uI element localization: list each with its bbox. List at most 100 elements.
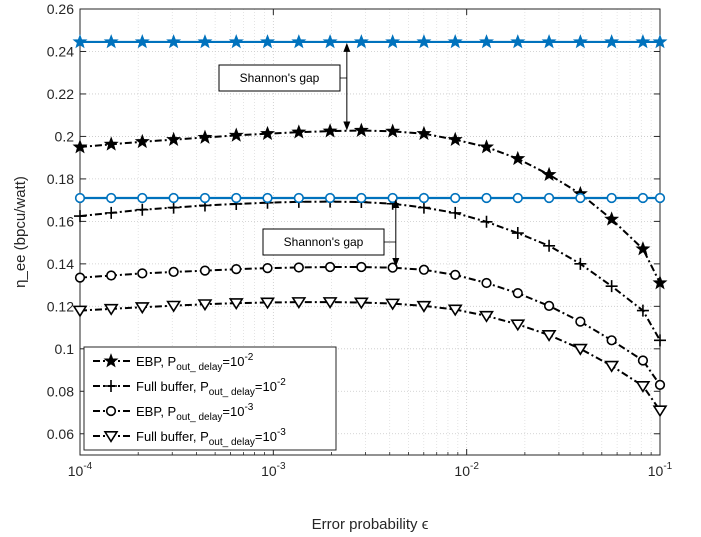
circle-marker bbox=[74, 192, 86, 204]
triangle-marker bbox=[385, 298, 401, 311]
y-tick-label: 0.26 bbox=[47, 1, 74, 17]
y-tick-label: 0.12 bbox=[47, 298, 74, 314]
circle-marker bbox=[450, 192, 461, 204]
triangle-marker bbox=[510, 319, 526, 332]
star-marker bbox=[541, 34, 557, 49]
triangle-marker bbox=[652, 405, 668, 418]
star-marker bbox=[103, 136, 119, 151]
y-tick-label: 0.1 bbox=[55, 341, 75, 357]
triangle-marker bbox=[604, 360, 620, 373]
circle-marker bbox=[231, 192, 242, 204]
circle-marker bbox=[481, 277, 492, 289]
y-tick-label: 0.14 bbox=[47, 256, 74, 272]
legend-item: EBP, Pout_ delay=10-2 bbox=[93, 352, 254, 373]
star-marker bbox=[652, 275, 668, 290]
star-marker bbox=[635, 241, 651, 256]
star-marker bbox=[134, 133, 150, 149]
star-marker bbox=[291, 124, 307, 139]
legend-label: Full buffer, Pout_ delay=10-3 bbox=[136, 427, 286, 448]
plus-marker bbox=[543, 239, 556, 252]
x-tick-base: 10 bbox=[68, 463, 84, 479]
circle-marker bbox=[575, 192, 586, 204]
plus-marker bbox=[105, 206, 118, 219]
series-line bbox=[79, 200, 661, 341]
circle-marker bbox=[324, 192, 336, 204]
series-4 bbox=[72, 297, 668, 418]
y-tick-label: 0.2 bbox=[55, 128, 75, 144]
triangle-marker bbox=[447, 304, 463, 317]
plus-marker bbox=[417, 201, 430, 214]
x-axis-label: Error probability ϵ bbox=[312, 516, 429, 533]
plus-marker bbox=[511, 227, 524, 240]
circle-marker bbox=[543, 192, 555, 204]
legend-label-superscript: -3 bbox=[277, 427, 286, 438]
x-tick-label: 10-2 bbox=[454, 461, 479, 479]
legend-label-main: EBP, P bbox=[136, 404, 176, 419]
triangle-marker bbox=[228, 298, 244, 311]
circle-marker bbox=[74, 272, 86, 283]
star-marker bbox=[510, 34, 526, 49]
plus-marker bbox=[136, 203, 149, 216]
star-marker bbox=[134, 34, 150, 49]
star-marker bbox=[385, 123, 401, 138]
star-marker bbox=[541, 166, 557, 182]
plus-marker bbox=[605, 280, 618, 293]
series-layer bbox=[72, 34, 668, 418]
x-tick-label: 10-1 bbox=[648, 461, 673, 479]
x-tick-label: 10-3 bbox=[261, 461, 286, 479]
annotation-2: Shannon's gap bbox=[262, 199, 400, 268]
annotation-box bbox=[262, 228, 385, 256]
star-marker bbox=[353, 122, 369, 137]
legend-label-equals: =10 bbox=[255, 429, 277, 444]
star-marker bbox=[166, 131, 182, 146]
triangle-marker bbox=[134, 302, 150, 315]
annotation-arrow-head bbox=[343, 121, 351, 131]
star-marker bbox=[447, 34, 463, 49]
circle-marker bbox=[637, 192, 649, 204]
plus-marker bbox=[105, 380, 117, 392]
legend-label-superscript: -3 bbox=[244, 402, 253, 413]
circle-marker bbox=[356, 192, 367, 204]
star-marker bbox=[447, 131, 463, 146]
triangle-marker bbox=[197, 299, 213, 312]
star-marker bbox=[260, 125, 275, 141]
star-marker bbox=[604, 211, 620, 226]
legend-label: EBP, Pout_ delay=10-2 bbox=[136, 352, 254, 373]
star-marker bbox=[479, 139, 494, 154]
series-3 bbox=[74, 261, 666, 391]
x-tick-base: 10 bbox=[648, 463, 664, 479]
plus-marker bbox=[654, 334, 666, 347]
triangle-marker bbox=[635, 380, 651, 393]
annotation-arrow-head bbox=[392, 258, 400, 268]
star-marker bbox=[103, 353, 119, 368]
star-marker bbox=[72, 34, 88, 49]
plus-marker bbox=[449, 206, 462, 219]
legend-label-equals: =10 bbox=[255, 379, 277, 394]
circle-marker bbox=[293, 262, 304, 273]
star-marker bbox=[322, 34, 338, 49]
circle-marker bbox=[137, 192, 148, 204]
plus-marker bbox=[480, 215, 493, 228]
y-tick-label: 0.16 bbox=[47, 213, 74, 229]
star-marker bbox=[228, 127, 244, 142]
circle-marker bbox=[324, 261, 336, 273]
legend-label-subscript: out_ delay bbox=[209, 437, 255, 448]
circle-marker bbox=[106, 270, 117, 281]
circle-marker bbox=[606, 192, 617, 204]
circle-marker bbox=[575, 316, 586, 327]
star-marker bbox=[479, 34, 494, 49]
y-tick-label: 0.06 bbox=[47, 426, 74, 442]
y-tick-label: 0.24 bbox=[47, 43, 74, 59]
triangle-marker bbox=[322, 297, 338, 309]
x-tick-exponent: -3 bbox=[277, 461, 286, 472]
star-marker bbox=[604, 34, 620, 49]
legend-item: Full buffer, Pout_ delay=10-2 bbox=[93, 377, 286, 398]
x-tick-exponent: -4 bbox=[83, 461, 92, 472]
circle-marker bbox=[356, 261, 367, 273]
triangle-marker bbox=[291, 297, 307, 309]
circle-marker bbox=[293, 192, 304, 204]
circle-marker bbox=[168, 266, 179, 278]
triangle-marker bbox=[353, 297, 369, 310]
star-marker bbox=[572, 34, 588, 49]
